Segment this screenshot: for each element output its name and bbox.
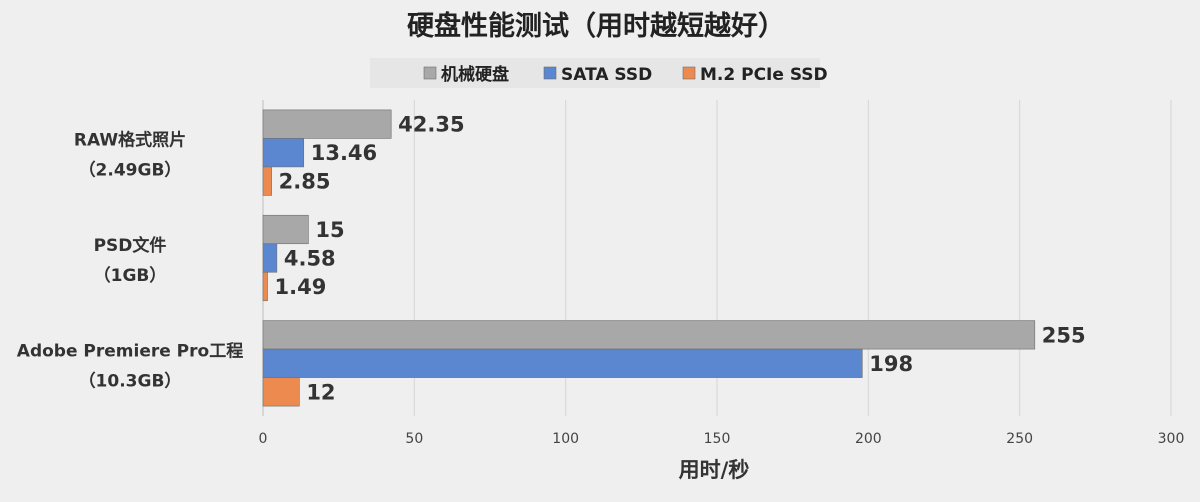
bar: [262, 138, 305, 168]
category-labels: RAW格式照片 （2.49GB） PSD文件 （1GB） Adobe Premiere …: [17, 130, 243, 392]
category-label: Adobe Premiere Pro工程: [17, 341, 243, 361]
chart-title: 硬盘性能测试（用时越短越好）: [407, 10, 785, 42]
legend-label: SATA SSD: [561, 65, 652, 85]
legend-label: 机械硬盘: [441, 64, 509, 85]
data-label: 1.49: [275, 275, 327, 299]
x-tick-label: 150: [704, 431, 731, 447]
bar: [262, 214, 309, 245]
x-axis-title: 用时/秒: [679, 458, 750, 482]
bar: [262, 109, 392, 139]
data-label: 4.58: [284, 247, 336, 271]
legend: 机械硬盘 SATA SSD M.2 PCIe SSD: [370, 58, 828, 88]
x-tick-label: 50: [405, 431, 423, 447]
legend-swatch: [682, 66, 696, 80]
data-label: 15: [315, 218, 344, 242]
data-label: 198: [869, 352, 913, 376]
legend-background: [370, 58, 820, 88]
legend-label: M.2 PCIe SSD: [700, 65, 828, 85]
legend-swatch: [543, 66, 557, 80]
bar: [262, 377, 300, 407]
x-tick-label: 100: [552, 431, 579, 447]
category-label: （1GB）: [94, 265, 167, 286]
bar: [262, 320, 1036, 350]
data-label: 2.85: [279, 170, 331, 194]
bar: [262, 348, 863, 378]
data-label: 42.35: [398, 113, 464, 137]
bar: [262, 243, 278, 273]
data-label: 255: [1042, 323, 1086, 347]
x-tick-labels: 0 50 100 150 200 250 300: [259, 431, 1185, 447]
data-label: 12: [306, 380, 335, 404]
bars: 42.35 13.46 2.85 15 4.58 1.49 255 198 12: [262, 109, 1086, 407]
data-label: 13.46: [311, 141, 377, 165]
category-label: PSD文件: [94, 235, 167, 256]
legend-swatch: [423, 66, 437, 80]
bar: [262, 271, 268, 302]
x-tick-label: 250: [1006, 431, 1033, 447]
x-tick-label: 200: [855, 431, 882, 447]
x-tick-label: 300: [1158, 431, 1185, 447]
bar: [262, 166, 272, 196]
category-label: （2.49GB）: [79, 160, 182, 181]
category-label: （10.3GB）: [79, 370, 182, 391]
category-label: RAW格式照片: [74, 130, 186, 151]
x-tick-label: 0: [259, 431, 268, 447]
